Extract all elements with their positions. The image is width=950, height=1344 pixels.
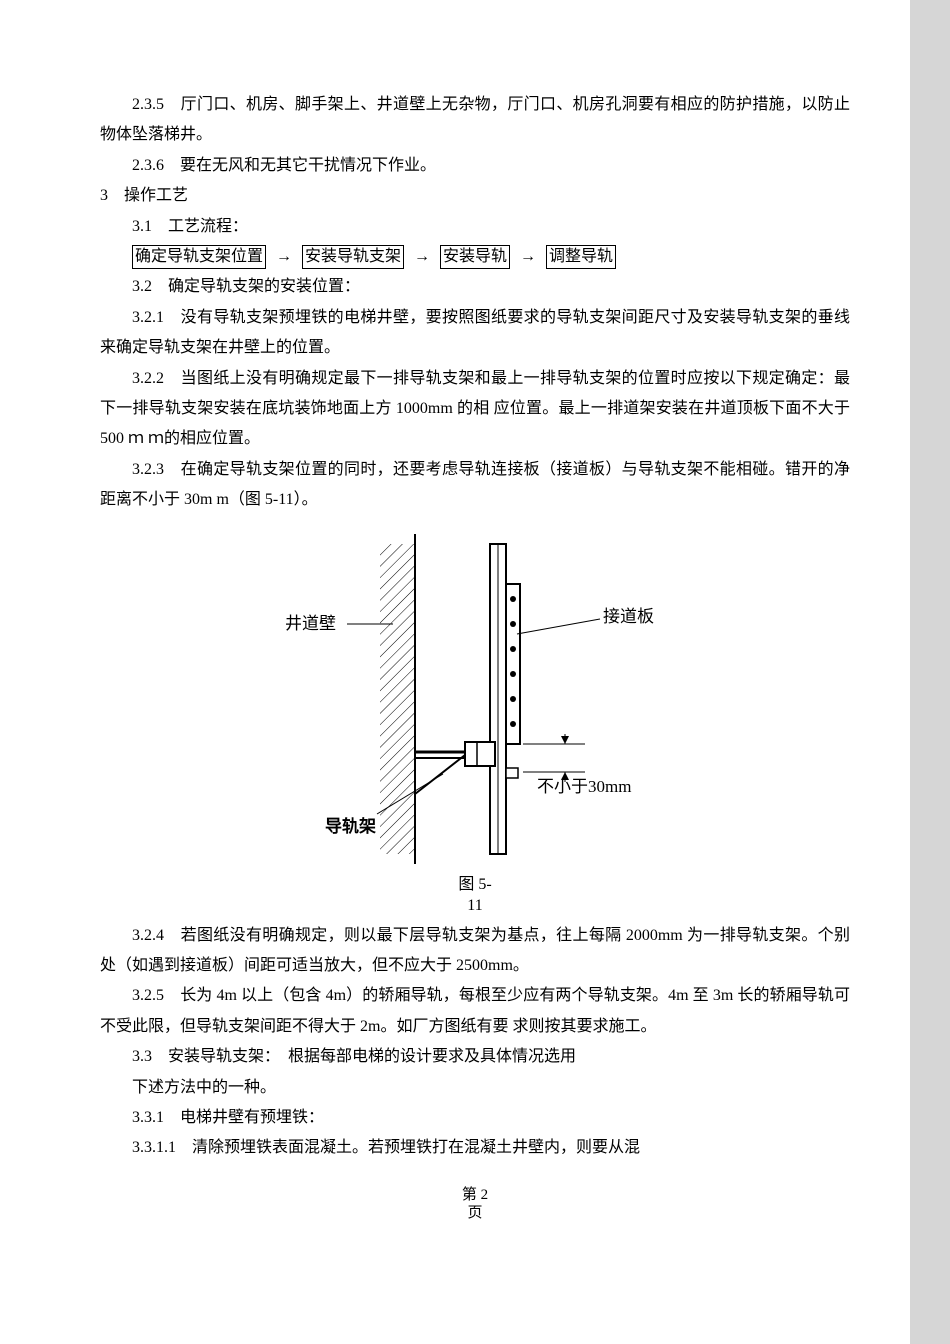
para-31: 3.1 工艺流程： bbox=[100, 212, 850, 242]
para-325: 3.2.5 长为 4m 以上（包含 4m）的轿厢导轨，每根至少应有两个导轨支架。… bbox=[100, 981, 850, 1042]
document-page: 2.3.5 厅门口、机房、脚手架上、井道壁上无杂物，厅门口、机房孔洞要有相应的防… bbox=[0, 0, 950, 1344]
para-3311: 3.3.1.1 清除预埋铁表面混凝土。若预埋铁打在混凝土井壁内，则要从混 bbox=[100, 1133, 850, 1163]
para-32: 3.2 确定导轨支架的安装位置： bbox=[100, 272, 850, 302]
heading-3: 3 操作工艺 bbox=[100, 181, 850, 211]
fig-label-wall: 井道壁 bbox=[285, 614, 336, 633]
para-33: 3.3 安装导轨支架： 根据每部电梯的设计要求及具体情况选用 bbox=[100, 1042, 850, 1072]
page-num-line2: 页 bbox=[100, 1204, 850, 1222]
right-shadow bbox=[910, 0, 950, 1344]
content-area: 2.3.5 厅门口、机房、脚手架上、井道壁上无杂物，厅门口、机房孔洞要有相应的防… bbox=[100, 90, 850, 1222]
para-331: 3.3.1 电梯井壁有预埋铁： bbox=[100, 1103, 850, 1133]
fig-label-plate: 接道板 bbox=[603, 607, 654, 626]
para-323: 3.2.3 在确定导轨支架位置的同时，还要考虑导轨连接板（接道板）与导轨支架不能… bbox=[100, 455, 850, 516]
para-321: 3.2.1 没有导轨支架预埋铁的电梯井壁，要按照图纸要求的导轨支架间距尺寸及安装… bbox=[100, 303, 850, 364]
flow-diagram: 确定导轨支架位置 → 安装导轨支架 → 安装导轨 → 调整导轨 bbox=[100, 242, 850, 273]
flow-box-3: 安装导轨 bbox=[440, 245, 510, 269]
para-235: 2.3.5 厅门口、机房、脚手架上、井道壁上无杂物，厅门口、机房孔洞要有相应的防… bbox=[100, 90, 850, 151]
flow-box-4: 调整导轨 bbox=[546, 245, 616, 269]
figure-caption-1: 图 5- bbox=[100, 875, 850, 896]
para-324: 3.2.4 若图纸没有明确规定，则以最下层导轨支架为基点，往上每隔 2000mm… bbox=[100, 921, 850, 982]
page-number: 第 2 页 bbox=[100, 1186, 850, 1222]
arrow-icon: → bbox=[520, 242, 536, 272]
arrow-icon: → bbox=[414, 242, 430, 272]
para-33b: 下述方法中的一种。 bbox=[100, 1073, 850, 1103]
arrow-icon: → bbox=[276, 242, 292, 272]
page-num-line1: 第 2 bbox=[100, 1186, 850, 1204]
figure-caption-2: 11 bbox=[100, 896, 850, 917]
fig-label-gap: 不小于30mm bbox=[537, 777, 631, 796]
diagram-svg: 井道壁 接道板 不小于30mm 导轨架 bbox=[265, 534, 685, 864]
para-236: 2.3.6 要在无风和无其它干扰情况下作业。 bbox=[100, 151, 850, 181]
flow-box-1: 确定导轨支架位置 bbox=[132, 245, 266, 269]
para-322: 3.2.2 当图纸上没有明确规定最下一排导轨支架和最上一排导轨支架的位置时应按以… bbox=[100, 364, 850, 455]
figure-5-11: 井道壁 接道板 不小于30mm 导轨架 图 5- 11 bbox=[100, 534, 850, 917]
flow-box-2: 安装导轨支架 bbox=[302, 245, 404, 269]
fig-label-bracket: 导轨架 bbox=[325, 816, 376, 836]
